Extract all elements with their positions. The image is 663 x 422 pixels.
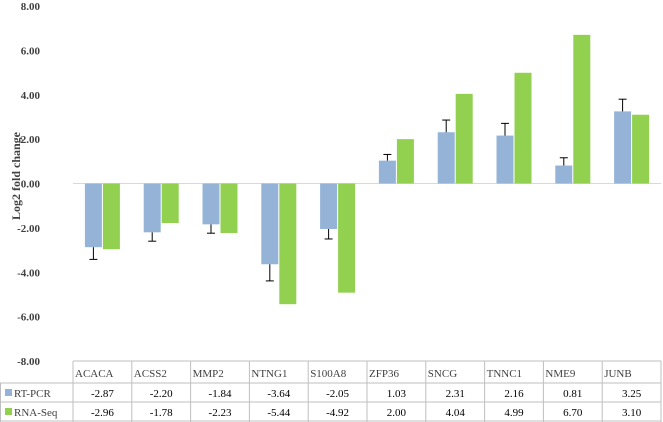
rt-pcr-bar bbox=[84, 183, 102, 248]
table-value: -1.78 bbox=[150, 407, 173, 419]
table-value: 2.00 bbox=[387, 407, 407, 419]
y-tick-label: 8.00 bbox=[21, 1, 41, 13]
y-tick-label: -4.00 bbox=[17, 267, 40, 279]
legend-swatch-rna-seq bbox=[5, 408, 12, 415]
y-axis-title: Log2 fold change bbox=[9, 131, 23, 220]
category-label: SNCG bbox=[428, 368, 457, 380]
data-table: ACACA ACSS2 MMP2 NTNG1 S100A8 ZFP36 SNCG TNNC1 N… bbox=[0, 360, 662, 422]
category-label: TNNC1 bbox=[487, 368, 522, 380]
table-value: 1.03 bbox=[387, 388, 407, 400]
rna-seq-bar bbox=[338, 183, 356, 293]
rna-seq-bar bbox=[279, 183, 297, 305]
table-value: 2.16 bbox=[504, 388, 524, 400]
rna-seq-bar bbox=[220, 183, 238, 233]
rt-pcr-bar bbox=[261, 183, 279, 265]
bars-layer bbox=[84, 34, 650, 305]
rt-pcr-bar bbox=[555, 165, 573, 184]
y-tick-label: 0.00 bbox=[21, 179, 41, 191]
table-value: -2.05 bbox=[326, 388, 349, 400]
rt-pcr-bar bbox=[437, 132, 455, 184]
category-label: ZFP36 bbox=[369, 368, 399, 380]
table-value: 0.81 bbox=[563, 388, 582, 400]
rna-seq-bar bbox=[573, 34, 591, 184]
rna-seq-bar bbox=[102, 183, 120, 250]
table-value: 3.25 bbox=[622, 388, 642, 400]
rt-pcr-bar bbox=[143, 183, 161, 233]
table-value: -2.96 bbox=[91, 407, 114, 419]
rna-seq-bar bbox=[514, 72, 532, 184]
rt-pcr-bar bbox=[496, 135, 514, 184]
rt-pcr-bar bbox=[378, 160, 396, 184]
table-value: -1.84 bbox=[209, 388, 232, 400]
legend-swatch-rt-pcr bbox=[5, 389, 12, 396]
table-value: -2.87 bbox=[91, 388, 114, 400]
table-value: -2.20 bbox=[150, 388, 173, 400]
legend-label-rt-pcr: RT-PCR bbox=[14, 388, 52, 400]
table-value: 4.99 bbox=[504, 407, 524, 419]
category-label: NME9 bbox=[545, 368, 575, 380]
category-label: S100A8 bbox=[310, 368, 347, 380]
category-label: NTNG1 bbox=[251, 368, 287, 380]
rna-seq-bar bbox=[396, 139, 414, 184]
rna-seq-bar bbox=[161, 183, 179, 223]
y-tick-label: 2.00 bbox=[21, 134, 41, 146]
table-value: 3.10 bbox=[622, 407, 642, 419]
y-tick-label: -8.00 bbox=[17, 356, 40, 368]
category-label: JUNB bbox=[604, 368, 632, 380]
y-tick-label: 6.00 bbox=[21, 45, 41, 57]
rt-pcr-bar bbox=[202, 183, 220, 225]
legend-label-rna-seq: RNA-Seq bbox=[14, 407, 58, 419]
table-value: 4.04 bbox=[446, 407, 466, 419]
table-value: -5.44 bbox=[267, 407, 290, 419]
category-label: MMP2 bbox=[193, 368, 224, 380]
rna-seq-bar bbox=[632, 114, 650, 184]
axis-layer: 8.00 6.00 4.00 2.00 0.00 -2.00 -4.00 -6.00 -8.00 bbox=[17, 1, 661, 368]
category-label: ACSS2 bbox=[134, 368, 167, 380]
table-value: -3.64 bbox=[267, 388, 290, 400]
table-value: 6.70 bbox=[563, 407, 583, 419]
rt-pcr-bar bbox=[320, 183, 338, 229]
category-label: ACACA bbox=[75, 368, 114, 380]
y-tick-label: 4.00 bbox=[21, 90, 41, 102]
rna-seq-bar bbox=[455, 93, 473, 184]
y-tick-label: -6.00 bbox=[17, 312, 40, 324]
y-tick-label: -2.00 bbox=[17, 223, 40, 235]
rt-pcr-bar bbox=[614, 111, 632, 184]
table-value: -2.23 bbox=[209, 407, 232, 419]
table-value: 2.31 bbox=[446, 388, 465, 400]
table-value: -4.92 bbox=[326, 407, 349, 419]
